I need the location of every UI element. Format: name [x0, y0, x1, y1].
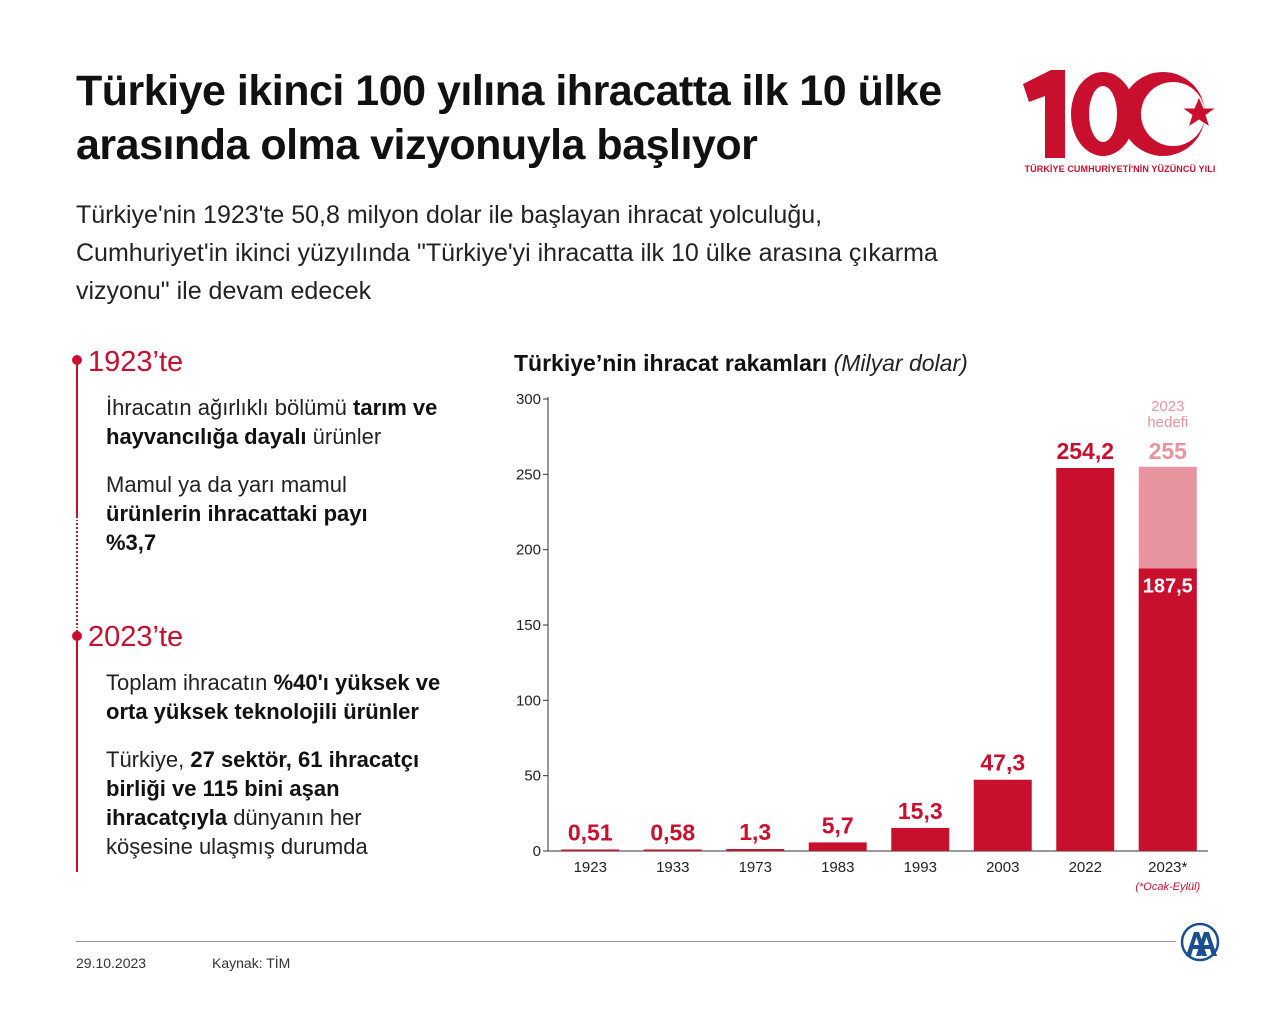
y-tick-label: 0	[533, 843, 541, 860]
bar	[808, 842, 867, 851]
x-tick-label: 1973	[739, 859, 772, 876]
timeline-text: Toplam ihracatın %40'ı yüksek ve orta yü…	[106, 668, 476, 726]
y-tick-label: 300	[516, 391, 541, 408]
y-tick-label: 150	[516, 617, 541, 634]
centennial-logo-text: TÜRKİYE CUMHURİYETİ'NİN YÜZÜNCÜ YILI	[1024, 164, 1216, 174]
timeline-text: İhracatın ağırlıklı bölümü tarım ve hayv…	[106, 393, 446, 451]
emphasis-text: 27 sektör, 61 ihracatçı birliği ve 115 b…	[106, 747, 420, 830]
bar-value-label: 187,5	[1143, 576, 1193, 598]
timeline-text: Türkiye, 27 sektör, 61 ihracatçı birliği…	[106, 745, 446, 861]
chart-footnote: (*Ocak-Eylül)	[1135, 881, 1200, 893]
bar	[891, 827, 950, 851]
chart-title-unit: (Milyar dolar)	[833, 350, 968, 376]
bar	[561, 849, 620, 851]
bar-value-label: 47,3	[980, 750, 1025, 776]
page-subtitle: Türkiye'nin 1923'te 50,8 milyon dolar il…	[76, 201, 938, 305]
target-caption: 2023	[1151, 398, 1184, 415]
bar	[643, 849, 702, 851]
x-tick-label: 1923	[574, 859, 607, 876]
bar-value-label: 1,3	[739, 819, 771, 845]
bar-value-label: 0,51	[568, 820, 613, 846]
bar-value-label: 0,58	[650, 820, 695, 846]
page-title: Türkiye ikinci 100 yılına ihracatta ilk …	[76, 67, 942, 169]
target-value-label: 255	[1149, 438, 1188, 464]
target-caption: hedefi	[1147, 414, 1188, 431]
bar-value-label: 5,7	[822, 812, 854, 838]
x-tick-label: 1993	[904, 859, 937, 876]
footer-divider	[76, 941, 1176, 942]
bar	[726, 849, 785, 851]
body-text: Türkiye,	[106, 747, 191, 772]
emphasis-text: ürünlerin ihracattaki payı %3,7	[106, 501, 368, 555]
bar	[973, 779, 1032, 851]
body-text: Mamul ya da yarı mamul	[106, 472, 347, 497]
body-text: Toplam ihracatın	[106, 670, 274, 695]
export-bar-chart: 0 50 100 150 200 250 300 0,51 1923 0,58 1933 1,3 197…	[516, 391, 1208, 893]
y-tick-label: 100	[516, 692, 541, 709]
bar-value-label: 15,3	[898, 798, 943, 824]
timeline-dot	[72, 631, 82, 641]
timeline-dotted-segment	[76, 518, 78, 630]
x-tick-label: 2022	[1069, 859, 1102, 876]
x-tick-label: 2003	[986, 859, 1019, 876]
chart-title: Türkiye’nin ihracat rakamları (Milyar do…	[514, 348, 968, 378]
centennial-logo: TÜRKİYE CUMHURİYETİ'NİN YÜZÜNCÜ YILI	[1015, 62, 1225, 182]
body-text: İhracatın ağırlıklı bölümü	[106, 395, 354, 420]
timeline-dot	[72, 355, 82, 365]
footer-source: Kaynak: TİM	[212, 955, 291, 971]
aa-agency-logo-icon	[1180, 922, 1220, 962]
timeline-text: Mamul ya da yarı mamul ürünlerin ihracat…	[106, 470, 396, 557]
emphasis-text: %40'ı yüksek ve orta yüksek teknolojili …	[106, 670, 441, 724]
y-tick-label: 200	[516, 542, 541, 559]
body-text: ürünler	[306, 424, 382, 449]
bar	[1138, 568, 1197, 851]
emphasis-text: tarım ve hayvancılığa dayalı	[106, 395, 438, 449]
y-tick-label: 250	[516, 466, 541, 483]
x-tick-label: 2023*	[1148, 859, 1187, 876]
body-text: dünyanın her köşesine ulaşmış durumda	[106, 805, 368, 859]
x-tick-label: 1983	[821, 859, 854, 876]
centennial-100-icon	[1023, 70, 1215, 158]
chart-title-main: Türkiye’nin ihracat rakamları	[514, 350, 828, 376]
footer-date: 29.10.2023	[76, 955, 147, 971]
y-tick-label: 50	[524, 768, 541, 785]
bar-value-label: 254,2	[1056, 438, 1114, 464]
x-tick-label: 1933	[656, 859, 689, 876]
bar	[1056, 468, 1115, 851]
timeline-heading-1923: 1923’te	[88, 346, 184, 378]
timeline-heading-2023: 2023’te	[88, 621, 184, 653]
